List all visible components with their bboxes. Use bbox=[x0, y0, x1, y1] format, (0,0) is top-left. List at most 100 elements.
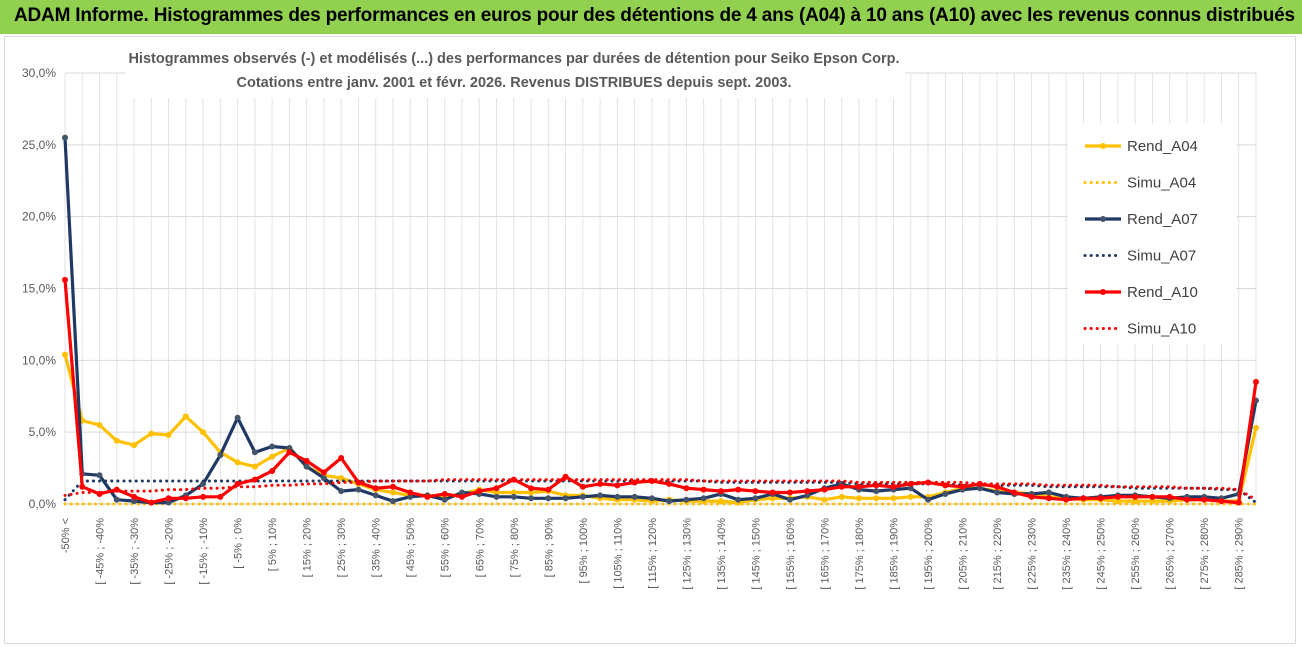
data-point bbox=[769, 489, 776, 496]
data-point bbox=[562, 495, 569, 502]
x-tick-label: [ 35% ; 40% bbox=[371, 518, 383, 578]
data-point bbox=[597, 492, 604, 499]
data-point bbox=[528, 489, 535, 496]
series-line bbox=[63, 478, 1258, 502]
data-point bbox=[786, 496, 793, 503]
data-point bbox=[389, 483, 396, 490]
data-point bbox=[717, 498, 724, 505]
report-title: ADAM Informe. Histogrammes des performan… bbox=[14, 5, 1295, 26]
data-point bbox=[165, 432, 172, 439]
legend-label: Rend_A07 bbox=[1127, 211, 1198, 228]
data-point bbox=[251, 476, 258, 483]
data-point bbox=[700, 495, 707, 502]
data-point bbox=[700, 486, 707, 493]
data-point bbox=[269, 467, 276, 474]
data-point bbox=[666, 480, 673, 487]
legend-item: Simu_A04 bbox=[1083, 175, 1196, 192]
x-tick-label: [ 165% ; 170% bbox=[819, 518, 831, 590]
data-point bbox=[1253, 378, 1259, 385]
y-tick-label: 30,0% bbox=[22, 66, 56, 80]
data-point bbox=[234, 414, 241, 421]
data-point bbox=[821, 486, 828, 493]
data-point bbox=[459, 489, 465, 496]
data-point bbox=[1045, 495, 1052, 502]
data-point bbox=[96, 421, 103, 428]
chart-title-line: Histogrammes observés (-) et modélisés (… bbox=[128, 51, 899, 67]
x-tick-label: [ -5% ; 0% bbox=[233, 518, 245, 569]
data-point bbox=[614, 493, 621, 500]
data-point bbox=[925, 496, 932, 503]
data-point bbox=[355, 486, 362, 493]
x-tick-label: [ 5% ; 10% bbox=[267, 518, 279, 571]
series-line bbox=[63, 279, 1258, 505]
data-point bbox=[1166, 493, 1173, 500]
data-point bbox=[873, 482, 880, 489]
x-tick-label: [ 225% ; 230% bbox=[1027, 518, 1039, 590]
data-point bbox=[528, 495, 535, 502]
chart-frame bbox=[4, 36, 1296, 644]
data-point bbox=[79, 483, 86, 490]
data-point bbox=[286, 449, 293, 456]
data-point bbox=[631, 479, 638, 486]
data-point bbox=[200, 493, 207, 500]
x-tick-label: [ 285% ; 290% bbox=[1234, 518, 1246, 590]
data-point bbox=[717, 488, 724, 495]
series-group bbox=[62, 134, 1259, 506]
data-point bbox=[441, 490, 448, 497]
data-point bbox=[62, 351, 68, 358]
legend-item: Rend_A07 bbox=[1085, 211, 1198, 228]
data-point bbox=[251, 449, 258, 456]
legend-item: Simu_A07 bbox=[1083, 248, 1196, 265]
x-tick-label: [ 115% ; 120% bbox=[647, 518, 659, 589]
data-point bbox=[1080, 495, 1087, 502]
x-tick-label: [ 65% ; 70% bbox=[474, 518, 486, 578]
data-point bbox=[320, 469, 327, 476]
y-tick-label: 25,0% bbox=[22, 138, 56, 152]
data-point bbox=[200, 429, 207, 436]
data-point bbox=[459, 493, 465, 500]
data-point bbox=[1132, 493, 1139, 500]
data-point bbox=[838, 493, 845, 500]
data-point bbox=[804, 492, 811, 499]
series-rend-a10 bbox=[62, 276, 1259, 506]
data-point bbox=[1063, 496, 1070, 503]
data-point bbox=[579, 483, 586, 490]
data-point bbox=[1045, 489, 1052, 496]
data-point bbox=[62, 134, 68, 141]
data-point bbox=[873, 495, 880, 502]
data-point bbox=[407, 489, 414, 496]
data-point bbox=[1114, 498, 1121, 505]
data-point bbox=[1183, 496, 1190, 503]
data-point bbox=[752, 488, 759, 495]
data-point bbox=[131, 442, 138, 449]
data-point bbox=[838, 483, 845, 490]
data-point bbox=[182, 413, 189, 420]
data-point bbox=[614, 482, 621, 489]
data-point bbox=[786, 489, 793, 496]
x-tick-label: [ 45% ; 50% bbox=[405, 518, 417, 578]
legend-item: Rend_A10 bbox=[1085, 284, 1198, 301]
chart-title-line: Cotations entre janv. 2001 et févr. 2026… bbox=[237, 75, 792, 91]
data-point bbox=[389, 489, 396, 496]
data-point bbox=[925, 479, 932, 486]
data-point bbox=[804, 488, 811, 495]
data-point bbox=[735, 496, 742, 503]
legend-label: Simu_A04 bbox=[1127, 175, 1196, 192]
x-tick-label: [ 205% ; 210% bbox=[958, 518, 970, 590]
x-tick-label: [ 195% ; 200% bbox=[923, 518, 935, 590]
data-point bbox=[338, 475, 345, 482]
data-point bbox=[597, 480, 604, 487]
x-tick-label: -50% < bbox=[60, 518, 72, 553]
series-simu-a10 bbox=[63, 478, 1258, 502]
data-point bbox=[1097, 495, 1104, 502]
data-point bbox=[493, 489, 500, 496]
data-point bbox=[752, 495, 759, 502]
data-point bbox=[510, 476, 517, 483]
data-point bbox=[286, 444, 293, 451]
data-point bbox=[907, 493, 914, 500]
data-point bbox=[303, 457, 310, 464]
data-point bbox=[1132, 498, 1139, 505]
legend-label: Rend_A10 bbox=[1127, 284, 1198, 301]
legend-label: Simu_A10 bbox=[1127, 321, 1196, 338]
x-tick-label: [ 255% ; 260% bbox=[1130, 518, 1142, 590]
